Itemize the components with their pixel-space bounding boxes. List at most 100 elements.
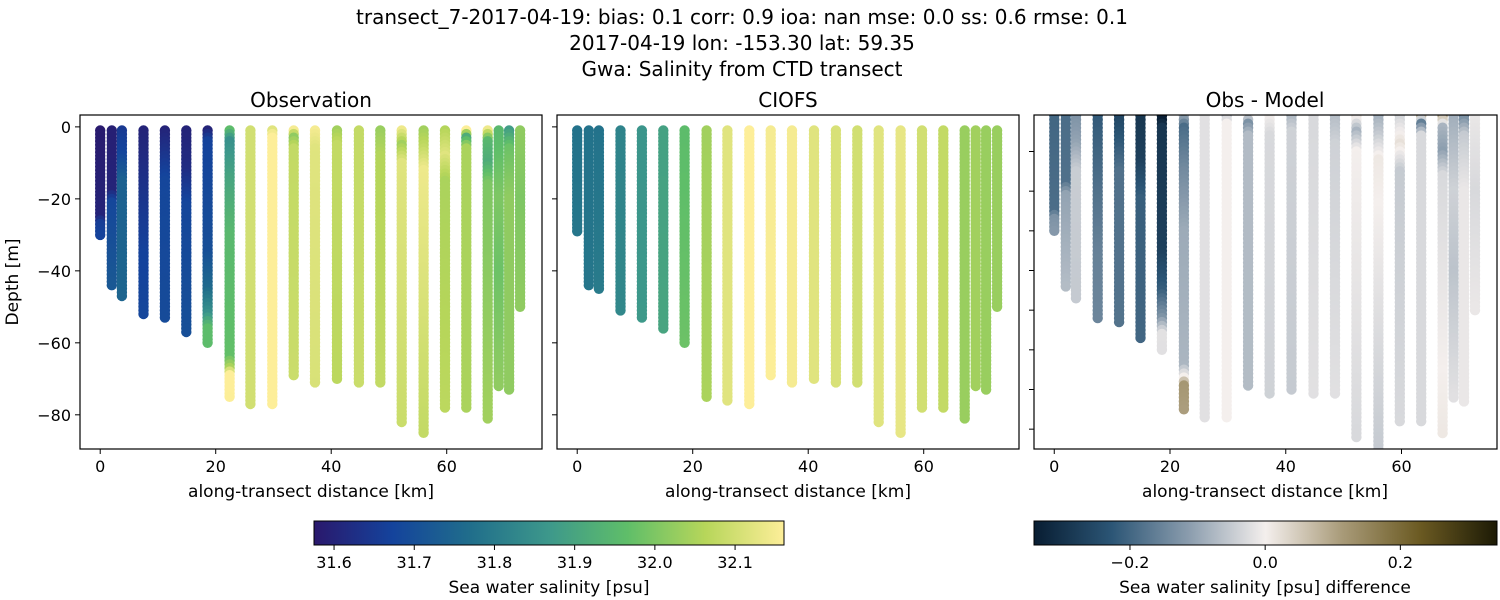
data-point xyxy=(331,373,343,384)
data-point xyxy=(439,402,451,413)
data-point xyxy=(106,280,118,291)
difference-colorbar-label: Sea water salinity [psu] difference xyxy=(1119,578,1411,598)
data-point xyxy=(482,413,493,424)
data-point xyxy=(138,308,149,320)
colorbar-tick-label: 0.2 xyxy=(1388,553,1413,572)
data-point xyxy=(1308,388,1319,399)
data-point xyxy=(722,395,733,406)
x-axis-label-diff: along-transect distance [km] xyxy=(1142,482,1388,502)
data-point xyxy=(418,427,429,438)
data-point xyxy=(1458,396,1470,407)
data-point xyxy=(658,323,669,334)
colorbar-tick-label: 32.0 xyxy=(637,553,673,572)
diff-panel: 0 20 40 60 xyxy=(1029,114,1498,476)
colorbar-gradient xyxy=(313,520,785,546)
colorbar-tick-label: 31.9 xyxy=(557,553,593,572)
x-tick-label: 60 xyxy=(1391,457,1411,476)
y-tick-label: −80 xyxy=(37,406,71,425)
scatter-points xyxy=(95,125,526,438)
panel-title-observation: Observation xyxy=(250,88,372,112)
x-tick-label: 60 xyxy=(437,457,457,476)
data-point xyxy=(679,337,690,348)
x-axis-label-ciofs: along-transect distance [km] xyxy=(665,482,911,502)
data-point xyxy=(1156,344,1168,355)
data-point xyxy=(583,280,594,291)
x-tick-label: 40 xyxy=(798,457,818,476)
data-point xyxy=(701,391,712,402)
data-point xyxy=(353,377,365,388)
data-point xyxy=(1135,332,1146,344)
data-point xyxy=(873,416,884,428)
data-point xyxy=(493,380,504,392)
scatter-points xyxy=(572,125,1003,438)
data-point xyxy=(396,416,407,428)
panel-title-ciofs: CIOFS xyxy=(758,88,817,112)
data-point xyxy=(95,229,106,241)
data-point xyxy=(1242,380,1254,391)
data-point xyxy=(1351,431,1362,443)
y-tick-label: −20 xyxy=(37,190,71,209)
data-point xyxy=(159,312,171,323)
data-point xyxy=(375,377,386,388)
data-point xyxy=(615,305,626,316)
salinity-colorbar: 31.6 31.7 31.8 31.9 32.0 32.1 xyxy=(313,520,785,572)
data-point xyxy=(1373,443,1384,449)
y-tick-label: −60 xyxy=(37,334,71,353)
x-tick-label: 0 xyxy=(572,457,582,476)
data-point xyxy=(1469,305,1481,316)
data-point xyxy=(245,398,256,410)
data-point xyxy=(1049,225,1060,236)
data-point xyxy=(202,337,213,348)
panel-title-diff: Obs - Model xyxy=(1206,88,1325,112)
data-point xyxy=(1286,384,1297,395)
axes-frame xyxy=(556,114,1020,450)
colorbar-tick-label: 32.1 xyxy=(717,553,753,572)
data-point xyxy=(916,402,928,413)
data-point xyxy=(959,413,970,424)
x-tick-label: 0 xyxy=(95,457,105,476)
data-point xyxy=(461,402,472,413)
x-tick-label: 40 xyxy=(1276,457,1296,476)
data-point xyxy=(1092,312,1103,324)
data-point xyxy=(1199,412,1210,423)
data-point xyxy=(503,384,515,395)
data-point xyxy=(116,290,128,302)
data-point xyxy=(991,301,1003,312)
x-tick-label: 20 xyxy=(1160,457,1180,476)
data-point xyxy=(1060,281,1072,292)
data-point xyxy=(1221,412,1232,423)
data-point xyxy=(1416,416,1427,427)
data-point xyxy=(224,391,235,402)
data-point xyxy=(1113,316,1125,328)
scatter-points xyxy=(1049,115,1481,449)
data-point xyxy=(1437,427,1448,439)
data-point xyxy=(786,377,798,388)
data-point xyxy=(1178,404,1190,415)
colorbar-gradient xyxy=(1033,520,1498,546)
figure-title-line-3: Gwa: Salinity from CTD transect xyxy=(582,57,903,81)
colorbar-tick-label: 0.0 xyxy=(1252,553,1277,572)
x-tick-label: 60 xyxy=(914,457,934,476)
data-point xyxy=(980,384,992,395)
observation-panel: 0 20 40 600−20−40−60−80 xyxy=(37,114,543,476)
x-tick-label: 20 xyxy=(206,457,226,476)
data-point xyxy=(572,226,583,237)
colorbar-tick-label: 31.8 xyxy=(477,553,513,572)
data-point xyxy=(514,301,526,312)
data-point xyxy=(593,283,605,294)
data-point xyxy=(1264,388,1275,399)
data-point xyxy=(852,377,863,388)
data-point xyxy=(288,370,299,381)
data-point xyxy=(744,398,755,410)
data-point xyxy=(1070,293,1082,304)
data-point xyxy=(267,398,278,410)
colorbar-tick-label: 31.7 xyxy=(396,553,432,572)
data-point xyxy=(830,377,842,388)
data-point xyxy=(1448,392,1459,403)
colorbar-tick-label: −0.2 xyxy=(1111,553,1150,572)
data-point xyxy=(1329,388,1341,399)
data-point xyxy=(895,427,906,438)
data-point xyxy=(309,377,321,388)
x-tick-label: 0 xyxy=(1049,457,1059,476)
